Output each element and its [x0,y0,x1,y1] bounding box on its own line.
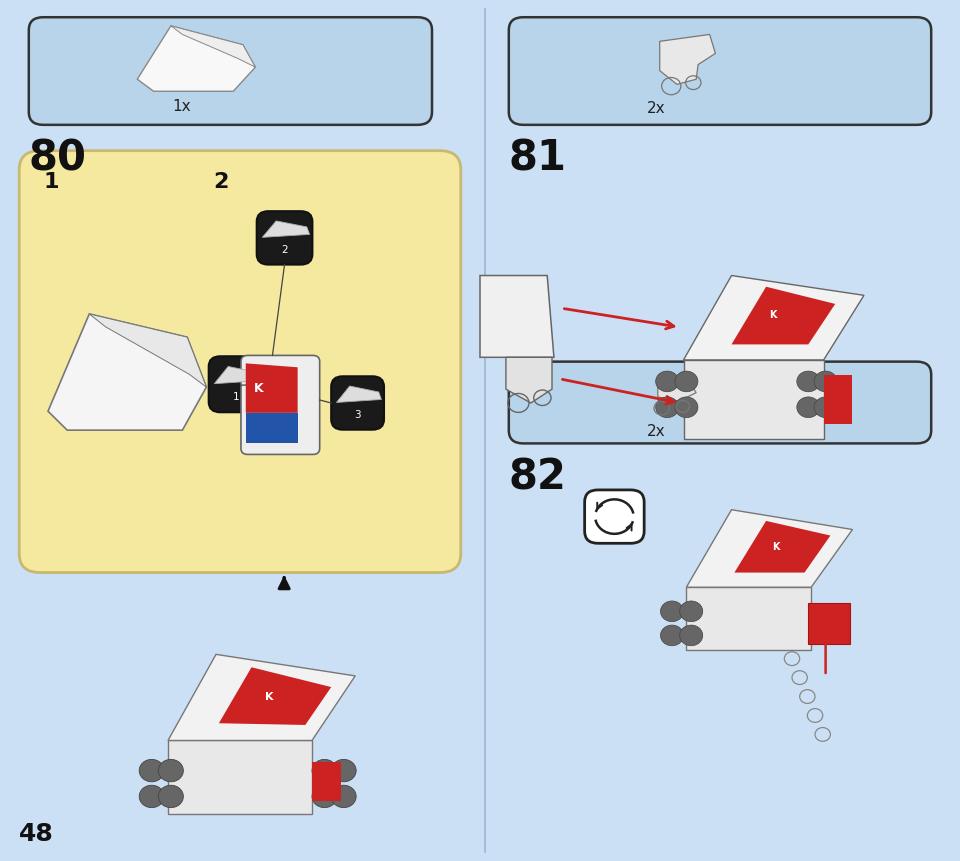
Polygon shape [686,510,852,587]
Polygon shape [808,603,850,644]
Circle shape [814,371,837,392]
Polygon shape [214,367,261,384]
FancyBboxPatch shape [509,17,931,125]
Text: 1: 1 [233,392,240,402]
Circle shape [675,371,698,392]
Polygon shape [732,287,835,344]
Text: 2: 2 [213,172,228,192]
Polygon shape [168,654,355,740]
Circle shape [797,397,820,418]
Circle shape [680,625,703,646]
FancyBboxPatch shape [256,211,312,264]
Polygon shape [48,314,206,430]
Circle shape [331,785,356,808]
Polygon shape [506,357,552,403]
Polygon shape [658,379,696,401]
Text: 48: 48 [19,821,54,846]
Circle shape [814,397,837,418]
Text: 2x: 2x [647,424,666,438]
FancyBboxPatch shape [19,151,461,573]
Polygon shape [262,221,310,238]
Text: K: K [253,381,263,394]
FancyBboxPatch shape [509,362,931,443]
Text: K: K [772,542,780,552]
Polygon shape [312,762,341,801]
Text: K: K [769,310,777,320]
FancyBboxPatch shape [585,490,644,543]
FancyBboxPatch shape [241,356,320,455]
Text: 81: 81 [509,138,566,180]
Polygon shape [734,521,830,573]
Polygon shape [168,740,312,814]
Circle shape [158,759,183,782]
Text: 82: 82 [509,456,566,499]
Polygon shape [137,26,255,91]
Text: 80: 80 [29,138,86,180]
Circle shape [675,397,698,418]
Circle shape [139,759,164,782]
Polygon shape [480,276,554,357]
Circle shape [660,601,684,622]
Polygon shape [246,412,298,443]
Circle shape [656,371,679,392]
Text: 1: 1 [43,172,59,192]
Text: 1x: 1x [173,99,191,115]
Polygon shape [171,26,255,67]
Text: K: K [265,692,273,703]
Polygon shape [686,587,811,650]
FancyBboxPatch shape [29,17,432,125]
Polygon shape [337,386,381,402]
Circle shape [312,759,337,782]
Circle shape [312,785,337,808]
Polygon shape [89,314,206,387]
Polygon shape [246,363,298,412]
Polygon shape [684,276,864,360]
Polygon shape [660,34,715,84]
FancyBboxPatch shape [331,376,384,430]
Circle shape [797,371,820,392]
Circle shape [158,785,183,808]
Circle shape [680,601,703,622]
Circle shape [660,625,684,646]
Circle shape [656,397,679,418]
Polygon shape [684,360,824,439]
Polygon shape [219,667,331,725]
Polygon shape [824,375,852,424]
Circle shape [139,785,164,808]
Circle shape [331,759,356,782]
Text: 2x: 2x [647,102,666,116]
Text: 3: 3 [354,410,361,420]
FancyBboxPatch shape [208,356,264,412]
Text: 2: 2 [281,245,288,255]
